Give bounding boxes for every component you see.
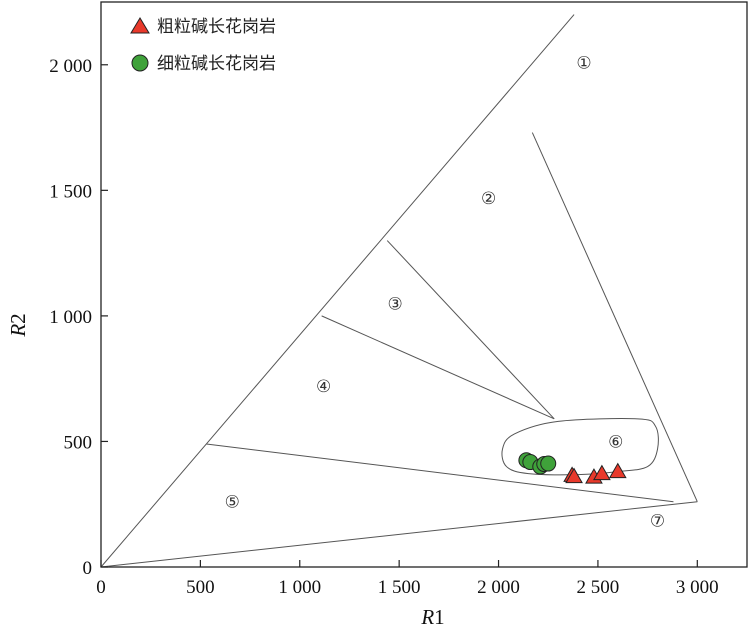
data-point-triangle: [565, 467, 583, 484]
region-label-6: ⑥: [608, 432, 623, 452]
data-point-triangle: [593, 464, 611, 481]
x-axis-label: R1: [420, 605, 444, 628]
y-tick-label: 1 000: [49, 307, 92, 328]
legend-label-fine: 细粒碱长花岗岩: [157, 54, 276, 74]
x-tick-label: 1 000: [278, 577, 321, 598]
boundary-line-1: [100, 14, 575, 568]
data-point-circle: [540, 455, 557, 472]
region-label-7: ⑦: [650, 512, 665, 532]
x-tick-label: 0: [96, 577, 106, 598]
boundary-line-4: [206, 443, 674, 503]
region-label-1: ①: [576, 53, 591, 73]
boundary-line-2: [100, 501, 698, 568]
region-label-5: ⑤: [225, 493, 240, 513]
x-tick-label: 500: [186, 577, 215, 598]
y-tick-label: 2 000: [49, 56, 92, 77]
region-label-2: ②: [481, 189, 496, 209]
axis-ticks: 0 500 1 000 1 500 2 000 2 500 3 000 0 500 1 000 1 …: [49, 56, 718, 598]
legend-triangle-marker: [130, 17, 150, 34]
boundary-line-3: [531, 132, 698, 502]
x-tick-label: 1 500: [378, 577, 421, 598]
y-tick-label: 1 500: [49, 181, 92, 202]
plot-frame: [100, 1, 748, 568]
x-tick-label: 2 000: [477, 577, 520, 598]
x-tick-label: 2 500: [577, 577, 620, 598]
region-label-3: ③: [388, 294, 403, 314]
y-tick-label: 0: [83, 558, 93, 579]
boundary-line-5: [386, 240, 555, 420]
legend: 粗粒碱长花岗岩 细粒碱长花岗岩: [130, 17, 276, 74]
field-6-outline: [501, 418, 659, 476]
x-tick-label: 3 000: [676, 577, 719, 598]
region-labels: ① ② ③ ④ ⑤ ⑥ ⑦: [225, 53, 666, 531]
boundary-line-6: [321, 315, 555, 420]
y-tick-label: 500: [64, 432, 93, 453]
data-points: [518, 452, 627, 484]
field-boundaries: [100, 14, 698, 568]
legend-circle-marker: [131, 54, 149, 72]
y-axis-label: R2: [6, 313, 30, 337]
data-point-triangle: [608, 462, 627, 479]
region-label-4: ④: [316, 377, 331, 397]
legend-label-coarse: 粗粒碱长花岗岩: [157, 17, 276, 37]
